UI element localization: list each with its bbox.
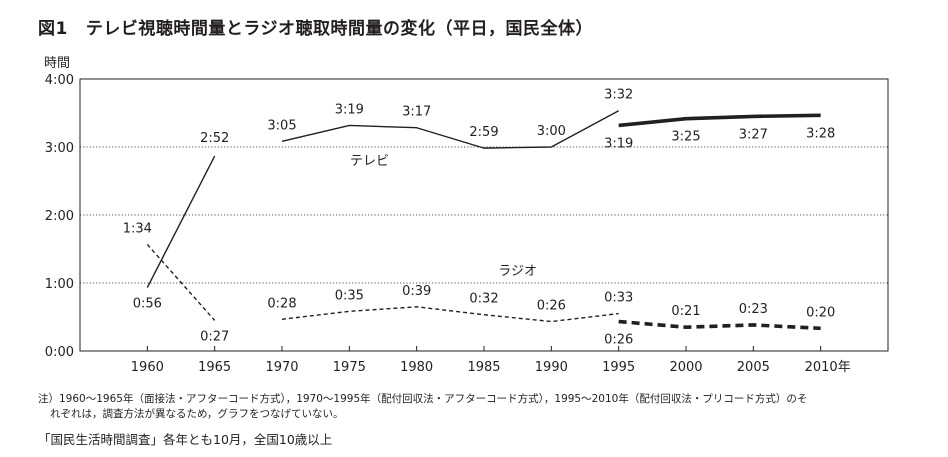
x-tick-label-10: 2010年 xyxy=(805,360,851,375)
data-label-0-1-5: 3:32 xyxy=(604,88,633,103)
data-label-0-2-0: 3:19 xyxy=(604,136,633,151)
y-tick-label-4: 4:00 xyxy=(45,73,74,88)
figure-title-block: 図1 テレビ視聴時間量とラジオ聴取時間量の変化（平日，国民全体） xyxy=(38,14,593,39)
data-label-0-0-0: 0:56 xyxy=(133,297,162,312)
x-tick-label-5: 1985 xyxy=(467,360,500,375)
data-label-1-1-1: 0:35 xyxy=(335,288,364,303)
data-label-1-2-0: 0:26 xyxy=(604,333,633,348)
line-chart: 0:00 1:00 2:00 3:00 4:00 1960 1965 1970 1975 1980… xyxy=(44,56,889,375)
x-tick-label-6: 1990 xyxy=(535,360,568,375)
x-tick-label-8: 2000 xyxy=(669,360,702,375)
data-label-1-2-3: 0:20 xyxy=(806,305,835,320)
data-label-0-1-4: 3:00 xyxy=(537,124,566,139)
data-label-1-1-5: 0:33 xyxy=(604,291,633,306)
series-label-tv: テレビ xyxy=(350,154,389,169)
x-tick-label-4: 1980 xyxy=(400,360,433,375)
x-tick-label-1: 1965 xyxy=(198,360,231,375)
y-tick-label-1: 1:00 xyxy=(45,277,74,292)
y-tick-label-0: 0:00 xyxy=(45,345,74,360)
footnote-line-1: 注）1960〜1965年（面接法・アフターコード方式），1970〜1995年（配… xyxy=(38,393,808,405)
x-tick-label-0: 1960 xyxy=(131,360,164,375)
series-1-segment-1 xyxy=(281,306,619,323)
source-note: 「国民生活時間調査」各年とも10月，全国10歳以上 xyxy=(38,432,333,447)
data-label-1-1-2: 0:39 xyxy=(402,284,431,299)
data-label-0-2-3: 3:28 xyxy=(806,126,835,141)
data-label-1-0-1: 0:27 xyxy=(200,329,229,344)
footnote-line-2: れぞれは，調査方法が異なるため，グラフをつなげていない。 xyxy=(50,408,344,420)
x-tick-label-3: 1975 xyxy=(333,360,366,375)
data-label-0-1-1: 3:19 xyxy=(335,102,364,117)
data-label-0-2-1: 3:25 xyxy=(671,130,700,145)
figure-number: 図1 xyxy=(38,19,68,39)
data-label-0-0-1: 2:52 xyxy=(200,131,229,146)
data-label-1-1-4: 0:26 xyxy=(537,299,566,314)
y-axis-label: 時間 xyxy=(44,56,70,71)
x-tick-label-7: 1995 xyxy=(602,360,635,375)
gridlines xyxy=(80,146,888,284)
data-label-1-1-3: 0:32 xyxy=(469,292,498,307)
data-label-1-2-2: 0:23 xyxy=(739,302,768,317)
x-tick-label-2: 1970 xyxy=(265,360,298,375)
data-label-1-1-0: 0:28 xyxy=(267,296,296,311)
data-label-1-2-1: 0:21 xyxy=(671,304,700,319)
axes: 0:00 1:00 2:00 3:00 4:00 1960 1965 1970 1975 1980… xyxy=(45,73,889,375)
series-label-radio: ラジオ xyxy=(498,264,537,279)
data-label-0-2-2: 3:27 xyxy=(739,127,768,142)
data-label-1-0-0: 1:34 xyxy=(123,221,152,236)
data-labels: 0:56 2:52 3:05 3:19 3:17 2:59 3:00 3:32 3:19 3:25… xyxy=(123,88,836,348)
series-0-segment-0 xyxy=(146,155,216,288)
series-0-segment-2 xyxy=(618,113,821,128)
x-tick-label-9: 2005 xyxy=(737,360,770,375)
data-label-0-1-3: 2:59 xyxy=(469,125,498,140)
series-1-segment-2 xyxy=(618,319,821,331)
data-label-0-1-0: 3:05 xyxy=(267,118,296,133)
y-tick-label-3: 3:00 xyxy=(45,141,74,156)
y-tick-label-2: 2:00 xyxy=(45,209,74,224)
series-0-segment-1 xyxy=(281,110,619,149)
series-1-segment-0 xyxy=(146,244,216,321)
series-lines xyxy=(146,110,821,331)
figure-title: テレビ視聴時間量とラジオ聴取時間量の変化（平日，国民全体） xyxy=(85,19,594,39)
data-label-0-1-2: 3:17 xyxy=(402,105,431,120)
